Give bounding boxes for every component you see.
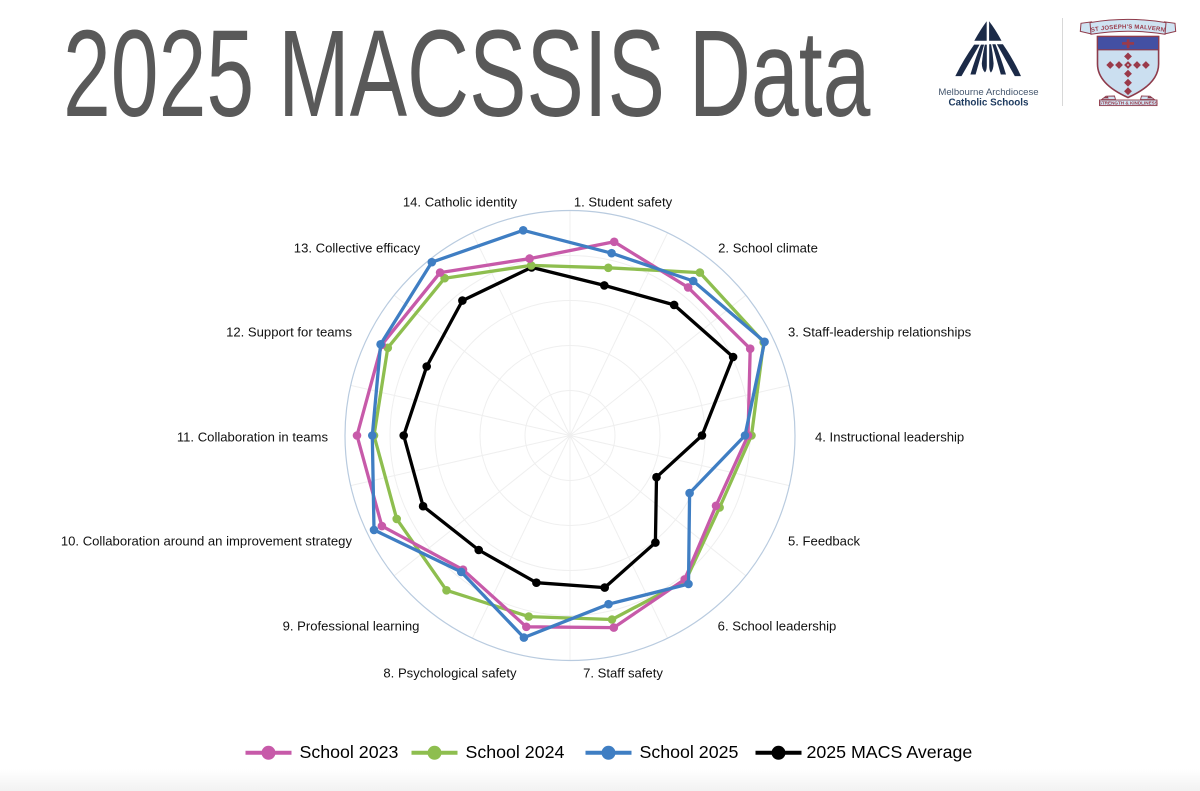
svg-text:13. Collective efficacy: 13. Collective efficacy <box>294 240 421 255</box>
svg-text:8. Psychological safety: 8. Psychological safety <box>383 665 517 680</box>
svg-text:2. School climate: 2. School climate <box>718 240 818 255</box>
svg-text:7. Staff safety: 7. Staff safety <box>583 665 663 680</box>
svg-text:Melbourne Archdiocese: Melbourne Archdiocese <box>938 87 1038 98</box>
svg-text:Catholic Schools: Catholic Schools <box>948 98 1029 109</box>
svg-text:2025 MACS Average: 2025 MACS Average <box>807 742 973 762</box>
svg-text:11. Collaboration in teams: 11. Collaboration in teams <box>177 429 329 444</box>
svg-text:5. Feedback: 5. Feedback <box>788 533 861 548</box>
svg-text:1. Student safety: 1. Student safety <box>574 195 673 210</box>
svg-text:10. Collaboration around an im: 10. Collaboration around an improvement … <box>61 533 353 548</box>
svg-text:School 2023: School 2023 <box>300 742 399 762</box>
svg-text:14. Catholic identity: 14. Catholic identity <box>403 195 518 210</box>
svg-text:4. Instructional leadership: 4. Instructional leadership <box>815 429 964 444</box>
svg-text:School 2024: School 2024 <box>466 742 565 762</box>
svg-text:12. Support for teams: 12. Support for teams <box>226 324 352 339</box>
svg-text:STRENGTH & KINDLINESS: STRENGTH & KINDLINESS <box>1099 101 1158 106</box>
svg-text:9. Professional learning: 9. Professional learning <box>283 618 420 633</box>
svg-text:ST JOSEPH'S MALVERN: ST JOSEPH'S MALVERN <box>1091 25 1166 34</box>
svg-text:3. Staff-leadership relationsh: 3. Staff-leadership relationships <box>788 324 972 339</box>
svg-text:School 2025: School 2025 <box>640 742 739 762</box>
svg-text:6. School leadership: 6. School leadership <box>718 618 837 633</box>
